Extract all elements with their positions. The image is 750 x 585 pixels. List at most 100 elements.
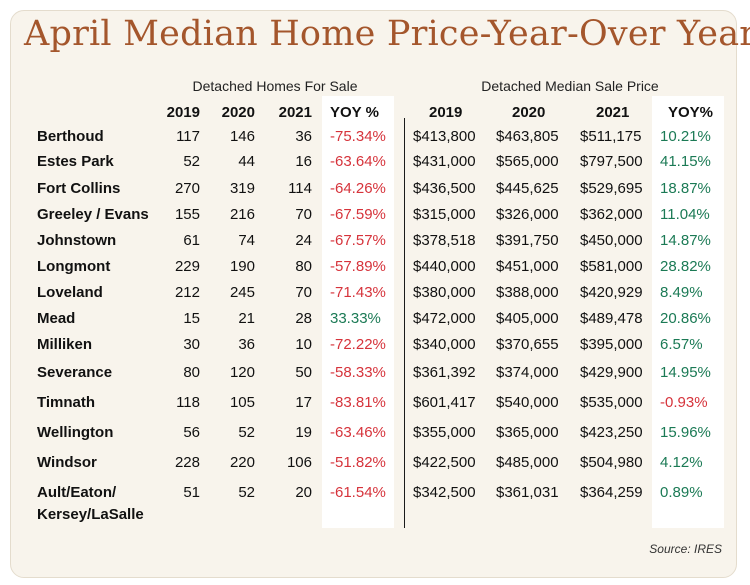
yoy-column-band-left bbox=[322, 96, 394, 528]
homes-count: 229 bbox=[174, 258, 200, 275]
price-yoy: 11.04% bbox=[660, 206, 710, 223]
homes-yoy: -64.26% bbox=[330, 180, 386, 197]
median-price: $374,000 bbox=[496, 364, 559, 381]
homes-count: 28 bbox=[295, 310, 312, 327]
price-yoy: 15.96% bbox=[660, 424, 711, 441]
homes-count: 15 bbox=[183, 310, 200, 327]
homes-count: 80 bbox=[295, 258, 312, 275]
homes-count: 228 bbox=[174, 454, 200, 471]
column-header: 2019 bbox=[166, 104, 200, 121]
median-price: $511,175 bbox=[580, 128, 642, 145]
homes-count: 30 bbox=[183, 336, 200, 353]
homes-yoy: -58.33% bbox=[330, 364, 386, 381]
median-price: $364,259 bbox=[580, 484, 643, 501]
city-name: Windsor bbox=[37, 454, 97, 471]
homes-count: 16 bbox=[295, 153, 312, 170]
median-price: $601,417 bbox=[413, 394, 476, 411]
median-price: $451,000 bbox=[496, 258, 559, 275]
homes-count: 212 bbox=[174, 284, 200, 301]
homes-count: 61 bbox=[183, 232, 200, 249]
homes-yoy: -67.59% bbox=[330, 206, 386, 223]
homes-yoy: -63.46% bbox=[330, 424, 386, 441]
price-yoy: 10.21% bbox=[660, 128, 711, 145]
city-name: Johnstown bbox=[37, 232, 117, 249]
homes-yoy: -63.64% bbox=[330, 153, 386, 170]
price-yoy: 14.87% bbox=[660, 232, 711, 249]
homes-count: 220 bbox=[229, 454, 255, 471]
homes-count: 70 bbox=[295, 284, 312, 301]
homes-count: 105 bbox=[229, 394, 255, 411]
column-divider bbox=[404, 118, 405, 528]
median-price: $378,518 bbox=[413, 232, 476, 249]
column-header: 2020 bbox=[512, 104, 546, 121]
homes-count: 36 bbox=[295, 128, 312, 145]
source-note: Source: IRES bbox=[649, 542, 722, 556]
median-price: $445,625 bbox=[496, 180, 559, 197]
median-price: $429,900 bbox=[580, 364, 643, 381]
homes-count: 74 bbox=[238, 232, 255, 249]
homes-count: 155 bbox=[174, 206, 200, 223]
column-header: 2020 bbox=[221, 104, 255, 121]
column-header: YOY % bbox=[330, 104, 379, 121]
homes-count: 52 bbox=[183, 153, 200, 170]
city-name: Estes Park bbox=[37, 153, 114, 170]
homes-count: 245 bbox=[229, 284, 255, 301]
city-name: Fort Collins bbox=[37, 180, 121, 197]
group-label-median-sale-price: Detached Median Sale Price bbox=[481, 78, 659, 94]
median-price: $413,800 bbox=[413, 128, 476, 145]
group-label-homes-for-sale: Detached Homes For Sale bbox=[192, 78, 358, 94]
yoy-column-band-right bbox=[652, 96, 724, 528]
city-name: Longmont bbox=[37, 258, 111, 275]
price-yoy: 18.87% bbox=[660, 180, 711, 197]
homes-count: 114 bbox=[288, 180, 312, 197]
homes-count: 270 bbox=[174, 180, 200, 197]
homes-yoy: -83.81% bbox=[330, 394, 386, 411]
median-price: $581,000 bbox=[580, 258, 643, 275]
homes-yoy: -67.57% bbox=[330, 232, 386, 249]
median-price: $405,000 bbox=[496, 310, 559, 327]
median-price: $485,000 bbox=[496, 454, 559, 471]
median-price: $431,000 bbox=[413, 153, 476, 170]
homes-yoy: -51.82% bbox=[330, 454, 386, 471]
homes-yoy: -71.43% bbox=[330, 284, 386, 301]
column-header: YOY% bbox=[668, 104, 714, 121]
column-header: 2019 bbox=[429, 104, 463, 121]
median-price: $472,000 bbox=[413, 310, 476, 327]
median-price: $797,500 bbox=[580, 153, 643, 170]
city-name: Timnath bbox=[37, 394, 96, 411]
price-yoy: 8.49% bbox=[660, 284, 703, 301]
median-price: $342,500 bbox=[413, 484, 476, 501]
median-price: $370,655 bbox=[496, 336, 559, 353]
median-price: $340,000 bbox=[413, 336, 476, 353]
city-name: Greeley / Evans bbox=[37, 206, 149, 223]
homes-count: 80 bbox=[183, 364, 200, 381]
homes-count: 216 bbox=[229, 206, 255, 223]
city-name: Wellington bbox=[37, 424, 114, 441]
median-price: $535,000 bbox=[580, 394, 643, 411]
homes-count: 19 bbox=[295, 424, 312, 441]
homes-count: 190 bbox=[229, 258, 255, 275]
page-title: April Median Home Price-Year-Over Year bbox=[24, 14, 750, 54]
price-yoy: -0.93% bbox=[660, 394, 708, 411]
median-price: $450,000 bbox=[580, 232, 643, 249]
median-price: $423,250 bbox=[580, 424, 643, 441]
homes-count: 44 bbox=[238, 153, 255, 170]
city-name-line2: Kersey/LaSalle bbox=[37, 506, 144, 523]
median-price: $361,031 bbox=[496, 484, 559, 501]
price-yoy: 6.57% bbox=[660, 336, 703, 353]
median-price: $326,000 bbox=[496, 206, 559, 223]
homes-count: 51 bbox=[183, 484, 200, 501]
homes-count: 56 bbox=[183, 424, 200, 441]
homes-count: 20 bbox=[295, 484, 312, 501]
city-name: Ault/Eaton/ bbox=[37, 484, 117, 501]
homes-count: 21 bbox=[238, 310, 255, 327]
median-price: $395,000 bbox=[580, 336, 643, 353]
homes-count: 50 bbox=[295, 364, 312, 381]
homes-count: 117 bbox=[176, 128, 200, 145]
median-price: $365,000 bbox=[496, 424, 559, 441]
homes-count: 52 bbox=[238, 484, 255, 501]
homes-count: 24 bbox=[295, 232, 312, 249]
homes-count: 106 bbox=[286, 454, 312, 471]
homes-yoy: -75.34% bbox=[330, 128, 386, 145]
city-name: Mead bbox=[37, 310, 76, 327]
